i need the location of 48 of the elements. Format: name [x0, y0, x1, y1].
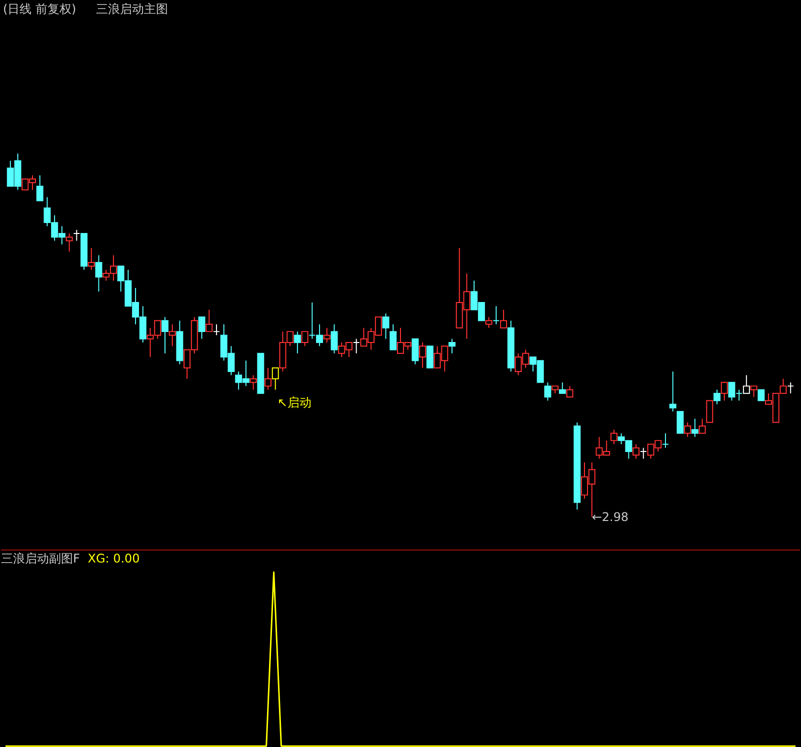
- candlestick: [213, 324, 220, 336]
- candlestick: [684, 422, 692, 438]
- candlestick: [390, 324, 397, 350]
- chart-title: (日线 前复权): [2, 2, 76, 16]
- candlestick: [448, 338, 456, 354]
- candlestick: [500, 309, 508, 328]
- annotation: ←2.98: [592, 510, 629, 524]
- candlestick: [720, 382, 728, 402]
- annotation: ↖启动: [277, 396, 312, 410]
- candlestick: [323, 327, 330, 343]
- candlestick: [706, 400, 714, 423]
- candlestick: [419, 342, 426, 368]
- candlestick: [330, 324, 338, 354]
- candlestick: [566, 386, 574, 398]
- candlestick: [558, 382, 566, 394]
- candlestick: [294, 331, 301, 354]
- candlestick: [301, 331, 308, 347]
- candlestick: [632, 444, 640, 460]
- candlestick: [544, 382, 552, 402]
- text: XG: 0.00: [88, 552, 140, 566]
- candlestick: [36, 174, 44, 202]
- candlestick: [787, 382, 794, 394]
- candlestick: [73, 229, 80, 242]
- candlestick: [426, 346, 434, 368]
- candlestick: [161, 316, 168, 354]
- candlestick: [662, 432, 669, 448]
- candlestick: [206, 309, 213, 332]
- candlestick: [382, 312, 390, 340]
- candlestick: [250, 374, 257, 390]
- candlestick: [676, 410, 684, 434]
- candlestick: [691, 418, 698, 438]
- candlestick: [610, 429, 618, 445]
- candlestick: [198, 316, 206, 340]
- candlestick: [95, 254, 102, 292]
- candlestick: [352, 338, 360, 354]
- candlestick: [758, 389, 765, 402]
- candlestick: [640, 447, 647, 460]
- candlestick: [412, 338, 419, 365]
- candlestick: [492, 306, 500, 325]
- candlestick: [485, 316, 492, 328]
- candlestick: [698, 418, 706, 434]
- candlestick: [66, 232, 73, 252]
- candlestick: [714, 389, 720, 405]
- chart-title: 三浪启动副图F: [1, 552, 80, 566]
- candlestick: [168, 324, 176, 347]
- candlestick: [669, 371, 676, 412]
- chart-subtitle: 三浪启动主图: [96, 2, 168, 16]
- candlestick: [88, 247, 95, 270]
